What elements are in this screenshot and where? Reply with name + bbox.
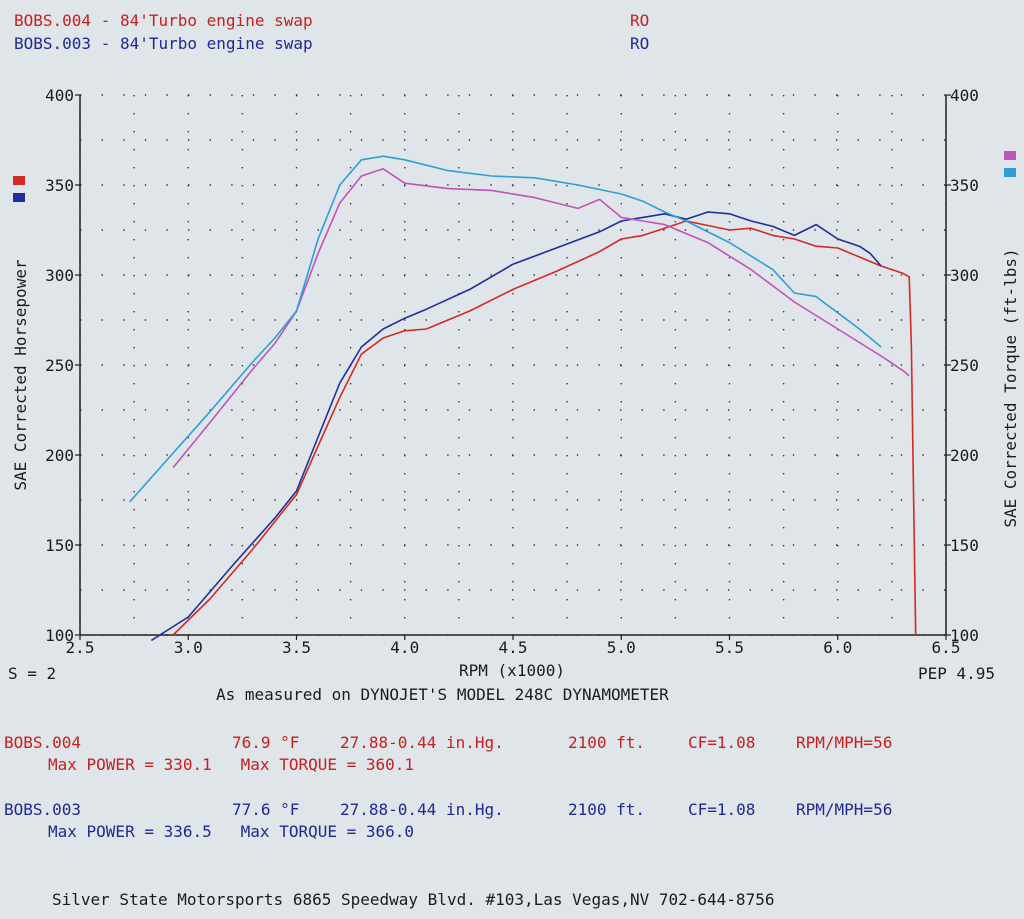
run1-max: Max POWER = 330.1 Max TORQUE = 360.1 (48, 755, 415, 774)
x-axis-label: RPM (x1000) (459, 661, 565, 680)
run2-baro: 27.88-0.44 in.Hg. (340, 800, 504, 819)
y-tick-label-left-1: 150 (45, 536, 74, 555)
run2-alt: 2100 ft. (568, 800, 646, 819)
y-tick-label-left-5: 350 (45, 176, 74, 195)
run1-baro: 27.88-0.44 in.Hg. (340, 733, 504, 752)
x-tick-label-5: 5.0 (607, 638, 636, 657)
run1-alt: 2100 ft. (568, 733, 646, 752)
run1-temp: 76.9 °F (232, 733, 300, 752)
header-run2-code: RO (630, 34, 650, 53)
x-tick-label-3: 4.0 (390, 638, 419, 657)
series-hp_004 (172, 220, 917, 636)
y-tick-label-right-3: 250 (950, 356, 979, 375)
x-tick-label-4: 4.5 (499, 638, 528, 657)
run2-name: BOBS.003 (4, 800, 82, 819)
series-tq_003 (129, 155, 882, 503)
y-tick-label-right-2: 200 (950, 446, 979, 465)
smoothing-label: S = 2 (8, 664, 57, 683)
chart-series (129, 155, 917, 642)
measured-note: As measured on DYNOJET'S MODEL 248C DYNA… (216, 685, 669, 704)
y-tick-label-right-5: 350 (950, 176, 979, 195)
x-tick-label-6: 5.5 (715, 638, 744, 657)
y-tick-labels-left: 100 150 200 250 300 350 400 (45, 86, 80, 645)
series-tq_004 (172, 168, 910, 469)
y-tick-label-left-0: 100 (45, 626, 74, 645)
run2-max: Max POWER = 336.5 Max TORQUE = 366.0 (48, 822, 415, 841)
x-tick-label-1: 3.0 (174, 638, 203, 657)
legend-swatches (13, 151, 1016, 202)
x-tick-labels: 2.5 3.0 3.5 4.0 4.5 5.0 5.5 6.0 6.5 (66, 635, 961, 657)
y-tick-label-left-2: 200 (45, 446, 74, 465)
swatch-tq-004 (1004, 151, 1016, 160)
run1-ratio: RPM/MPH=56 (796, 733, 893, 752)
run2-ratio: RPM/MPH=56 (796, 800, 893, 819)
y-tick-label-right-1: 150 (950, 536, 979, 555)
y-tick-label-right-4: 300 (950, 266, 979, 285)
y-tick-label-left-6: 400 (45, 86, 74, 105)
y-tick-label-left-3: 250 (45, 356, 74, 375)
y-tick-label-left-4: 300 (45, 266, 74, 285)
x-tick-label-2: 3.5 (282, 638, 311, 657)
y-axis-label-right: SAE Corrected Torque (ft-lbs) (1001, 248, 1020, 527)
chart-grid (79, 94, 947, 636)
run1-name: BOBS.004 (4, 733, 82, 752)
run1-cf: CF=1.08 (688, 733, 756, 752)
y-axis-label-left: SAE Corrected Horsepower (11, 259, 30, 491)
pep-label: PEP 4.95 (918, 664, 996, 683)
series-hp_003 (150, 211, 882, 642)
header-run1-code: RO (630, 11, 650, 30)
header-run2-label: BOBS.003 - 84'Turbo engine swap (14, 34, 313, 53)
swatch-tq-003 (1004, 168, 1016, 177)
y-tick-label-right-6: 400 (950, 86, 979, 105)
x-tick-label-0: 2.5 (66, 638, 95, 657)
x-tick-label-7: 6.0 (823, 638, 852, 657)
y-tick-labels-right: 100 150 200 250 300 350 400 (946, 86, 979, 645)
shop-address: Silver State Motorsports 6865 Speedway B… (52, 890, 775, 909)
swatch-hp-003 (13, 193, 25, 202)
run2-temp: 77.6 °F (232, 800, 300, 819)
run2-cf: CF=1.08 (688, 800, 756, 819)
y-tick-label-right-0: 100 (950, 626, 979, 645)
swatch-hp-004 (13, 176, 25, 185)
header-run1-label: BOBS.004 - 84'Turbo engine swap (14, 11, 313, 30)
x-tick-label-8: 6.5 (932, 638, 961, 657)
